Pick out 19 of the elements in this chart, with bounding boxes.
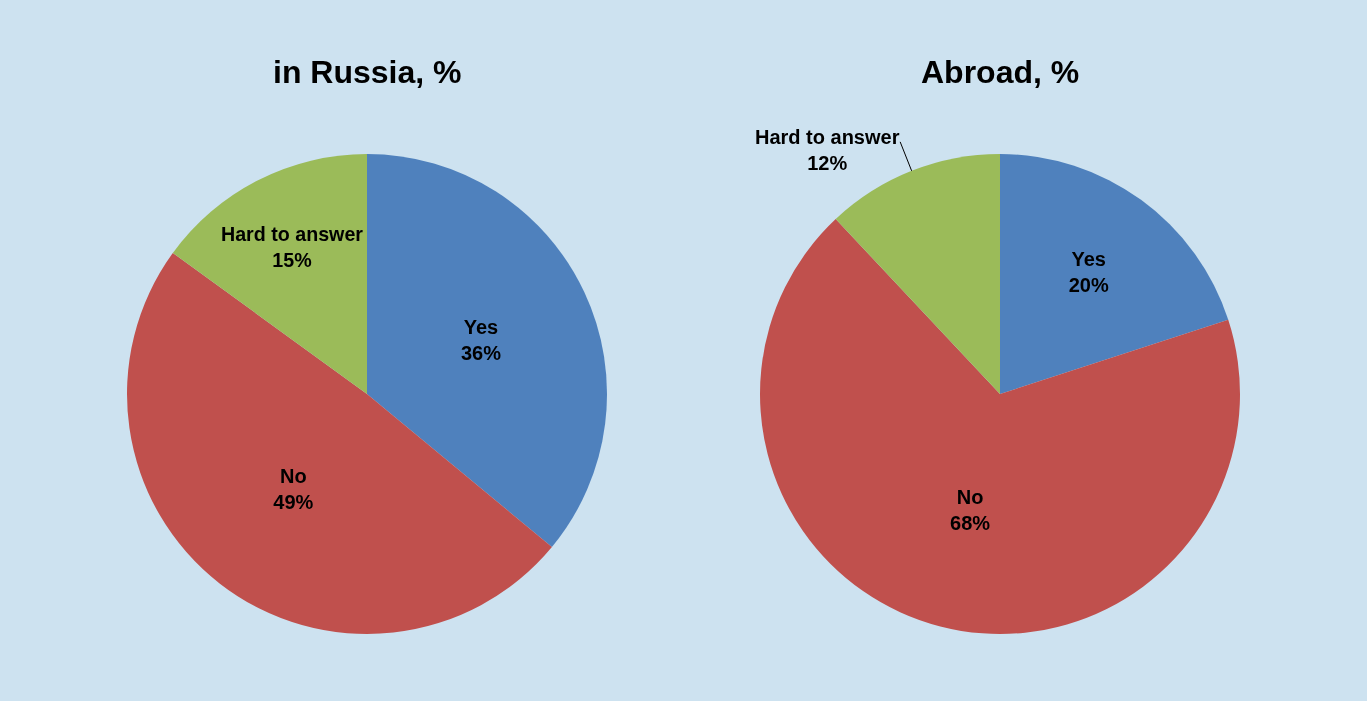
slice-label: No xyxy=(956,486,984,509)
pie-slice xyxy=(127,252,552,634)
data-label: 12% xyxy=(807,152,848,175)
slice-label: Yes xyxy=(463,316,499,339)
data-label: 20% xyxy=(1068,273,1109,296)
slice-label: Hard to answer xyxy=(754,126,900,149)
data-label: 36% xyxy=(460,342,502,365)
data-label: 49% xyxy=(273,490,314,513)
slice-label: No xyxy=(279,464,307,487)
slice-label: Hard to answer xyxy=(220,223,364,246)
data-label: 15% xyxy=(272,248,312,271)
pie-slice xyxy=(172,154,367,394)
chart-title: in Russia, % xyxy=(273,54,462,90)
slice-label: Yes xyxy=(1071,247,1106,270)
pie-slice xyxy=(1000,154,1229,394)
pie-slice xyxy=(367,154,607,547)
chart-title: Abroad, % xyxy=(921,54,1080,90)
pie-slice xyxy=(760,219,1240,634)
data-label: 68% xyxy=(950,512,991,535)
